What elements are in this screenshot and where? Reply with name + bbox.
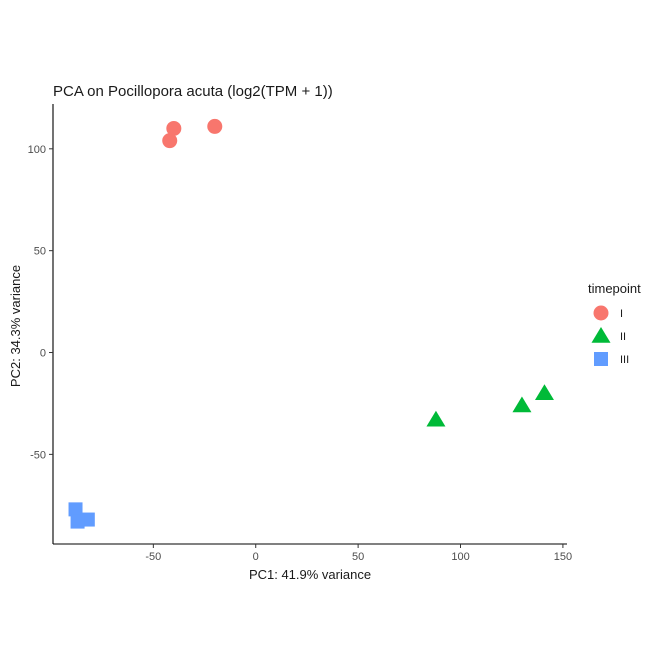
legend-title: timepoint (588, 281, 641, 296)
x-tick-label: 100 (451, 551, 469, 563)
data-point-square (68, 502, 83, 517)
axes: -50 0 50 100 150 -50 0 50 100 (28, 104, 572, 563)
legend-item: III (594, 352, 629, 366)
legend-key-triangle (591, 327, 611, 343)
data-point-triangle (512, 396, 532, 413)
data-point-triangle (534, 384, 554, 401)
data-point-triangle (426, 410, 446, 427)
data-point-square (70, 514, 85, 529)
data-points (68, 118, 554, 529)
y-tick-label: 0 (40, 348, 46, 360)
x-tick-label: 150 (554, 551, 572, 563)
data-point-circle (207, 118, 223, 134)
series-I (162, 118, 223, 149)
series-III (68, 502, 95, 529)
legend-label: I (620, 308, 623, 320)
chart-title: PCA on Pocillopora acuta (log2(TPM + 1)) (53, 83, 333, 100)
legend-label: III (620, 354, 629, 366)
data-point-circle (166, 120, 182, 136)
y-tick-label: -50 (30, 449, 46, 461)
data-point-circle (162, 133, 178, 149)
legend-item: II (591, 327, 626, 343)
x-axis-title: PC1: 41.9% variance (249, 567, 371, 582)
series-II (426, 384, 554, 427)
y-tick-label: 50 (34, 246, 46, 258)
x-tick-label: -50 (145, 551, 161, 563)
legend-item: I (593, 305, 623, 321)
legend-key-square (594, 352, 608, 366)
y-axis-title: PC2: 34.3% variance (8, 265, 23, 387)
legend-key-circle (593, 305, 609, 321)
x-tick-label: 0 (253, 551, 259, 563)
x-tick-label: 50 (352, 551, 364, 563)
y-tick-label: 100 (28, 144, 46, 156)
legend-label: II (620, 331, 626, 343)
